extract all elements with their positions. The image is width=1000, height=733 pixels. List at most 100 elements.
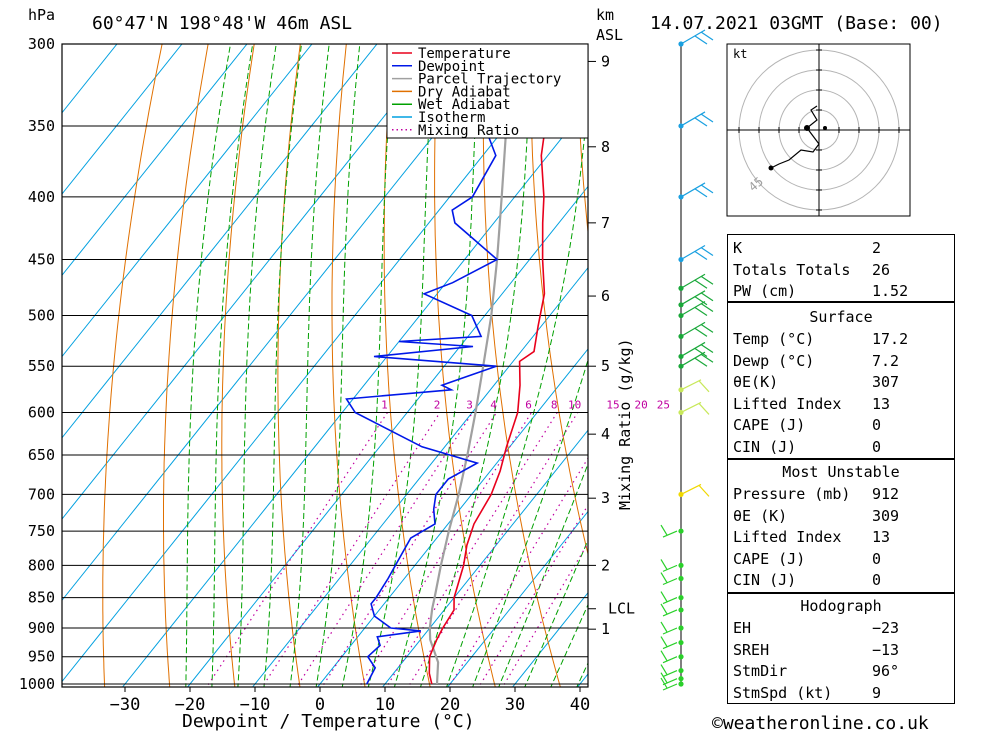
stat-value: 96° [872,662,900,681]
wind-barb [660,636,678,650]
temp-tick-label: 0 [315,695,325,715]
stat-row: PW (cm) 1.52 [728,280,954,301]
isotherm-line [62,44,183,195]
km-tick-label: LCL [608,600,635,618]
stat-key: Pressure (mb) [733,485,851,503]
legend-label: Parcel Trajectory [418,72,561,88]
pressure-tick-label: 600 [28,403,55,421]
wind-level-dot [678,681,684,687]
wind-level-dot [678,639,684,646]
mixing-ratio-label: 2 [434,398,441,411]
wet-adiabat-line [446,91,588,687]
legend-box [386,43,589,139]
stat-key: CAPE (J) [733,416,806,435]
wind-level-dot [678,562,684,568]
surface-title: Surface [809,308,873,326]
mixing-ratio-line [448,456,588,687]
temp-tick-label: −30 [110,695,141,715]
pressure-tick-label: 900 [28,619,55,637]
hodograph-trace [770,105,820,169]
stat-value: 13 [872,528,891,547]
km-tick-label: 2 [601,556,610,574]
stat-value: 0 [872,571,882,590]
wind-barb [660,677,678,691]
pressure-tick-label: 550 [28,357,55,375]
pressure-tick-label: 750 [28,522,55,540]
wet-adiabat-line [211,44,254,687]
stat-value: 2 [872,239,882,257]
stat-key: K [733,239,743,257]
temp-tick-label: 40 [570,695,590,715]
wind-barb [680,483,710,497]
stat-row: SREH −13 [728,639,954,660]
hodograph-point [823,126,827,130]
stat-key: θE (K) [733,506,788,525]
wind-level-dot [678,667,684,674]
wind-barb [680,379,710,393]
stat-row: Lifted Index 13 [728,526,954,547]
stat-key: Dewp (°C) [733,351,815,370]
mixing-ratio-line [205,412,388,687]
stat-row: StmDir 96° [728,660,954,681]
stat-key: CIN (J) [733,438,797,456]
wind-barb [680,111,714,127]
wet-adiabat-line [472,358,588,687]
isotherm-line [381,429,588,687]
stat-key: SREH [733,640,770,659]
pressure-tick-label: 850 [28,589,55,607]
mixing-ratio-line [501,542,588,687]
credit-text[interactable]: ©weatheronline.co.uk [712,713,929,733]
pressure-tick-label: 1000 [19,675,55,693]
stat-value: 26 [872,260,891,279]
stat-key: Temp (°C) [733,330,815,348]
wet-adiabat-line [341,44,395,687]
km-tick-label: 9 [601,52,610,70]
stat-key: CAPE (J) [733,549,806,568]
mixing-ratio-axis-label: Mixing Ratio (g/kg) [616,338,634,510]
stat-row: CIN (J) 0 [728,436,954,457]
km-tick-label: 3 [601,489,610,507]
stat-value: 0 [872,416,882,435]
hodograph-title: Hodograph [800,597,882,615]
stat-row: Pressure (mb) 912 [728,483,954,504]
stats-panel-most-unstable: Most Unstable Pressure (mb) 912 θE (K) 309 L… [727,459,955,593]
km-label: km [596,6,614,24]
stat-row: StmSpd (kt) 9 [728,682,954,703]
pressure-tick-label: 700 [28,485,55,503]
km-tick-label: 7 [601,214,610,232]
km-tick-label: 4 [601,425,610,443]
pressure-tick-label: 500 [28,307,55,325]
wind-barb [680,245,714,261]
legend-label: Isotherm [418,110,485,126]
legend-label: Dewpoint [418,59,485,75]
wet-adiabat-line [315,44,361,687]
stat-value: 307 [872,373,900,392]
wet-adiabat-line [263,44,302,687]
pressure-tick-label: 400 [28,188,55,206]
km-tick-label: 5 [601,357,610,375]
km-tick-label: 8 [601,138,610,156]
stat-value: 0 [872,438,882,456]
most-unstable-title: Most Unstable [782,463,900,481]
mixing-ratio-line [296,412,474,687]
legend-label: Mixing Ratio [418,123,519,139]
wind-barb [660,650,678,664]
wind-level-dot [678,575,684,582]
wind-barb [680,301,714,317]
stat-row: Dewp (°C) 7.2 [728,350,954,371]
legend-label: Temperature [418,46,511,62]
wind-barb [660,591,678,605]
stat-value: 912 [872,485,900,503]
stat-key: θE(K) [733,373,779,392]
isotherm-line [446,510,588,687]
mixing-ratio-label: 3 [466,398,473,411]
stat-value: 7.2 [872,351,900,370]
stat-value: 1.52 [872,282,909,301]
mixing-ratio-line [321,412,498,687]
mixing-ratio-line [358,412,533,687]
wind-level-dot [678,625,684,631]
temp-tick-label: 30 [505,695,525,715]
wet-adiabat-line [237,44,277,687]
